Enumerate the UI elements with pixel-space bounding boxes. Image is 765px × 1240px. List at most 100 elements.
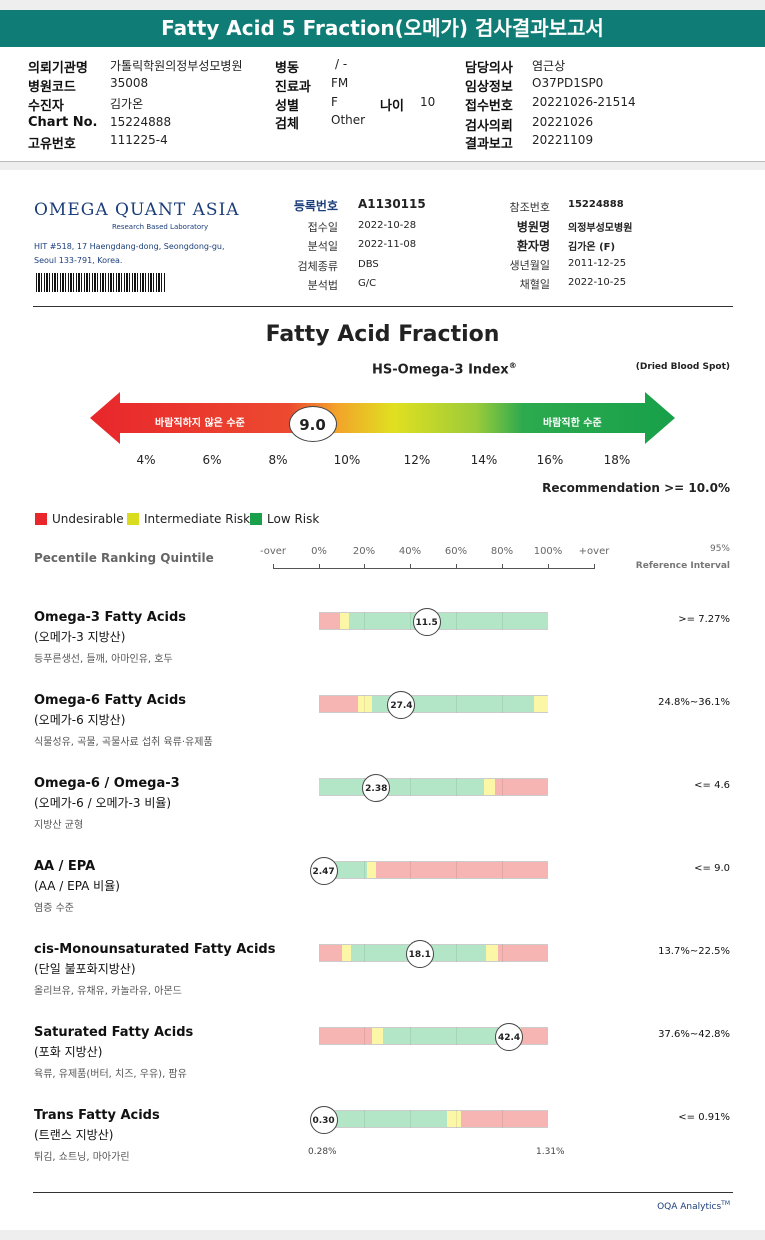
undesirable-swatch xyxy=(35,513,47,525)
age-label: 나이 xyxy=(380,99,404,114)
percentile-tick-label: 100% xyxy=(533,546,563,557)
range-bar xyxy=(319,778,548,796)
barcode xyxy=(36,273,166,292)
footer-brand: OQA AnalyticsTM xyxy=(657,1200,730,1212)
percentile-tick-label: 40% xyxy=(398,546,422,557)
percentile-tick-label: 80% xyxy=(490,546,514,557)
fatty-acid-food: 염증 수준 xyxy=(34,903,74,914)
age-value: 10 xyxy=(420,95,436,109)
grid-line xyxy=(502,612,503,630)
receipt-value: 20221026-21514 xyxy=(532,95,636,109)
reference-value: <= 4.6 xyxy=(694,780,730,791)
reference-value: 37.6%~42.8% xyxy=(658,1029,730,1040)
index-tick-label: 18% xyxy=(603,453,631,467)
reg-value: A1130115 xyxy=(358,197,426,211)
grid-line xyxy=(456,1110,457,1128)
specimen-label: 검체 xyxy=(275,117,299,132)
trans-min: 0.28% xyxy=(308,1147,337,1157)
report-body: OMEGA QUANT ASIA Research Based Laborato… xyxy=(0,170,765,1230)
percentile-tick-label: 60% xyxy=(444,546,468,557)
fatty-acid-food: 육류, 유제품(버터, 치즈, 우유), 팜유 xyxy=(34,1069,187,1080)
specimen-value: Other xyxy=(331,113,366,127)
low-risk-label: Low Risk xyxy=(267,512,320,526)
reference-value: 24.8%~36.1% xyxy=(658,697,730,708)
dried-blood-spot: (Dried Blood Spot) xyxy=(635,362,730,372)
index-tick-label: 4% xyxy=(136,453,156,467)
ref-interval-label: Reference Interval xyxy=(635,561,730,571)
grid-line xyxy=(456,612,457,630)
range-segment xyxy=(447,1111,461,1127)
grid-line xyxy=(410,778,411,796)
range-segment xyxy=(497,945,548,961)
percentile-tick xyxy=(548,564,549,569)
fatty-acid-food: 지방산 균형 xyxy=(34,820,84,831)
ward-label: 병동 xyxy=(275,61,299,76)
grid-line xyxy=(410,1110,411,1128)
reference-value: >= 7.27% xyxy=(678,614,730,625)
lab-tagline: Research Based Laboratory xyxy=(112,223,209,231)
percentile-tick xyxy=(410,564,411,569)
ref-value: 15224888 xyxy=(568,199,624,210)
percentile-tick-label: -over xyxy=(259,546,287,557)
percentile-tick xyxy=(456,564,457,569)
range-segment xyxy=(367,862,377,878)
trans-max: 1.31% xyxy=(536,1147,565,1157)
range-segment xyxy=(319,613,340,629)
bad-level-label: 바람직하지 않은 수준 xyxy=(155,418,245,429)
pname-label: 환자명 xyxy=(516,239,550,253)
ref-label: 참조번호 xyxy=(509,201,550,214)
fatty-acid-korean: (단일 불포화지방산) xyxy=(34,962,136,976)
sex-label: 성별 xyxy=(275,99,299,114)
dept-value: FM xyxy=(331,76,349,90)
fatty-acid-name: Omega-6 / Omega-3 xyxy=(34,776,180,791)
uid-value: 111225-4 xyxy=(110,133,168,147)
range-bar xyxy=(319,861,548,879)
grid-line xyxy=(502,944,503,962)
value-marker: 2.38 xyxy=(362,774,391,802)
code-label: 병원코드 xyxy=(28,80,76,95)
recv-label: 수진자 xyxy=(28,99,64,114)
method-value: G/C xyxy=(358,278,377,289)
percentile-tick-label: 0% xyxy=(311,546,327,557)
grid-line xyxy=(364,861,365,879)
divider xyxy=(33,306,733,307)
range-segment xyxy=(486,945,498,961)
range-segment xyxy=(341,945,352,961)
footer-brand-text: OQA Analytics xyxy=(657,1202,722,1212)
percentile-tick-label: 20% xyxy=(352,546,376,557)
sex-value: F xyxy=(331,95,338,109)
index-tick-label: 12% xyxy=(403,453,431,467)
range-segment xyxy=(460,1111,548,1127)
fatty-acid-korean: (오메가-6 / 오메가-3 비율) xyxy=(34,796,172,810)
fatty-acid-korean: (트랜스 지방산) xyxy=(34,1128,114,1142)
range-bar xyxy=(319,1027,548,1045)
rdate-value: 2022-10-28 xyxy=(358,220,417,231)
range-segment xyxy=(495,779,548,795)
footer-divider xyxy=(33,1192,733,1193)
lab-address-1: HIT #518, 17 Haengdang-dong, Seongdong-g… xyxy=(34,242,225,251)
index-tick-label: 16% xyxy=(536,453,564,467)
fatty-acid-food: 튀김, 쇼트닝, 마아가린 xyxy=(34,1152,130,1163)
fatty-acid-korean: (오메가-3 지방산) xyxy=(34,630,126,644)
value-marker: 27.4 xyxy=(387,691,416,719)
lab-logo: OMEGA QUANT ASIA xyxy=(34,200,240,220)
birth-value: 2011-12-25 xyxy=(568,258,627,269)
grid-line xyxy=(456,778,457,796)
fatty-acid-name: cis-Monounsaturated Fatty Acids xyxy=(34,942,276,957)
adate-value: 2022-11-08 xyxy=(358,239,417,250)
dept-label: 진료과 xyxy=(275,80,311,95)
pname-value: 김가온 (F) xyxy=(568,242,616,253)
reference-value: <= 9.0 xyxy=(694,863,730,874)
lab-address-2: Seoul 133-791, Korea. xyxy=(34,256,123,265)
grid-line xyxy=(456,861,457,879)
clinical-label: 임상정보 xyxy=(465,80,513,95)
patient-info-panel: 의뢰기관명 가톨릭학원의정부성모병원 병동 / - 담당의사 염근상 병원코드 … xyxy=(0,47,765,162)
fatty-acid-korean: (AA / EPA 비율) xyxy=(34,879,120,893)
percentile-tick xyxy=(594,564,595,569)
receipt-label: 접수번호 xyxy=(465,99,513,114)
grid-line xyxy=(364,695,365,713)
value-marker: 18.1 xyxy=(405,940,434,968)
good-level-label: 바람직한 수준 xyxy=(543,418,602,429)
value-marker: 42.4 xyxy=(495,1023,524,1051)
range-segment xyxy=(357,696,372,712)
